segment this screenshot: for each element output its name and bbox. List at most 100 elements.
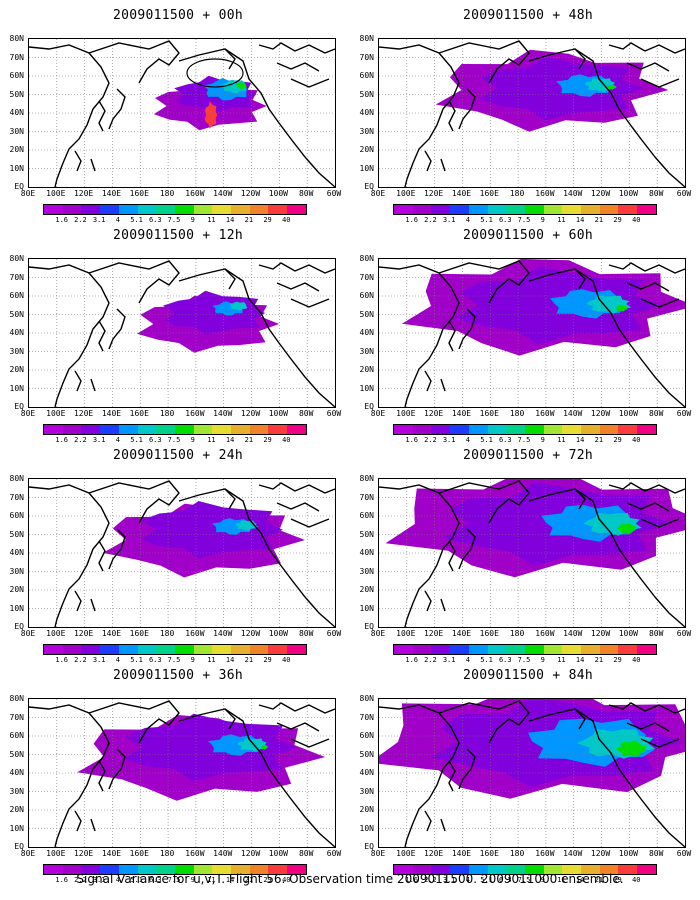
lon-tick-label: 160W (185, 189, 205, 198)
coastline (178, 488, 335, 627)
colorbar-swatch (562, 865, 582, 874)
coastline (74, 810, 82, 832)
coastline (574, 268, 586, 290)
variance-contour-4 (616, 523, 636, 534)
coastline (608, 702, 685, 714)
colorbar-swatch (524, 425, 544, 434)
colorbar-label: 29 (263, 876, 272, 884)
forecast-panel: 2009011500 + 36h 80N 70N 60N 50N 40N 30N 20N 10N… (8, 668, 348, 884)
map-svg (29, 699, 335, 847)
lat-tick-label: 50N (9, 309, 24, 319)
colorbar-swatch (543, 645, 563, 654)
colorbar-label: 6.3 (148, 876, 162, 884)
colorbar-label: 1.6 (405, 876, 419, 884)
colorbar-label: 9 (540, 876, 545, 884)
colorbar-label: 29 (613, 436, 622, 444)
colorbar-swatch (193, 205, 213, 214)
lon-tick-label: 140E (451, 189, 472, 198)
lat-tick-label: 80N (359, 474, 374, 483)
lon-tick-label: 100W (268, 189, 288, 198)
colorbar-swatch (268, 865, 288, 874)
lon-tick-label: 120E (423, 629, 444, 638)
coastline (29, 44, 110, 187)
lon-tick-label: 140W (563, 409, 583, 418)
colorbar (43, 644, 307, 655)
lon-tick-label: 160W (185, 409, 205, 418)
coastline (640, 518, 680, 528)
colorbar-swatch (231, 645, 250, 654)
lon-tick-label: 120E (73, 629, 94, 638)
lon-tick-label: 120E (423, 189, 444, 198)
colorbar-label: 3.1 (92, 876, 106, 884)
coastline (224, 708, 236, 730)
lon-tick-label: 160W (185, 629, 205, 638)
colorbar-swatch (81, 425, 101, 434)
colorbar-swatch (156, 645, 175, 654)
colorbar-label: 40 (632, 436, 641, 444)
lat-tick-label: 70N (359, 52, 374, 62)
colorbar-label: 1.6 (55, 436, 69, 444)
map-svg (379, 479, 685, 627)
lon-tick-label: 80E (20, 629, 36, 638)
lon-tick-label: 140E (101, 849, 122, 858)
colorbar-swatch (156, 205, 175, 214)
lon-tick-label: 140E (101, 629, 122, 638)
lon-tick-label: 140E (451, 629, 472, 638)
lat-tick-label: 20N (359, 805, 374, 814)
colorbar-label: 21 (244, 876, 254, 884)
lat-tick-label: 80N (9, 254, 24, 263)
coastline (276, 502, 320, 512)
colorbar-swatch (637, 865, 656, 874)
lon-tick-label: 160E (479, 849, 499, 858)
colorbar-label: 11 (557, 876, 566, 884)
lat-tick-label: 60N (9, 731, 24, 740)
colorbar-label: 2.2 (74, 436, 87, 444)
lat-tick-label: EQ (364, 622, 374, 631)
lat-tick-label: 10N (359, 823, 374, 833)
lon-tick-label: 160E (129, 409, 149, 418)
colorbar-label: 3.1 (92, 436, 106, 444)
colorbar-swatch (287, 425, 306, 434)
colorbar (393, 204, 657, 215)
colorbar-label: 21 (594, 216, 604, 224)
lat-tick-label: 20N (9, 365, 24, 374)
coastline (290, 738, 330, 748)
lon-tick-label: 180 (509, 629, 525, 638)
lat-tick-label: EQ (14, 842, 24, 851)
colorbar-swatch (412, 205, 432, 214)
colorbar-swatch (81, 645, 101, 654)
coastline (258, 702, 335, 714)
lat-tick-label: 20N (359, 585, 374, 594)
coastline (626, 722, 670, 732)
coastline (458, 88, 476, 130)
map-svg (379, 39, 685, 187)
colorbar-label: 21 (594, 876, 604, 884)
lon-tick-label: 160W (535, 849, 555, 858)
colorbar-label: 11 (207, 876, 216, 884)
colorbar-label: 40 (282, 436, 291, 444)
lat-tick-label: 20N (359, 145, 374, 154)
variance-contour-4 (607, 85, 616, 90)
variance-contour-1 (123, 713, 297, 782)
map-frame (28, 258, 336, 408)
colorbar-label: 7.5 (517, 656, 531, 664)
lat-tick-label: 70N (9, 712, 24, 722)
lat-tick-label: 30N (9, 566, 24, 576)
colorbar-label: 4 (115, 656, 120, 664)
colorbar-swatch (174, 425, 194, 434)
coastline (379, 264, 460, 407)
colorbar-label: 1.6 (405, 656, 419, 664)
lon-tick-label: 120E (423, 409, 444, 418)
lat-tick-label: 60N (359, 511, 374, 520)
colorbar-label: 29 (613, 656, 622, 664)
colorbar-swatch (118, 865, 138, 874)
colorbar-label: 1.6 (405, 436, 419, 444)
colorbar-swatch (450, 645, 469, 654)
forecast-panel: 2009011500 + 24h 80N 70N 60N 50N 40N 30N 20N 10N… (8, 448, 348, 664)
colorbar-swatch (249, 205, 269, 214)
lon-tick-label: 80W (298, 629, 314, 638)
colorbar-swatch (193, 865, 213, 874)
lon-tick-label: 100W (618, 629, 638, 638)
lon-tick-label: 60W (326, 409, 342, 418)
lat-tick-label: 40N (9, 328, 24, 337)
